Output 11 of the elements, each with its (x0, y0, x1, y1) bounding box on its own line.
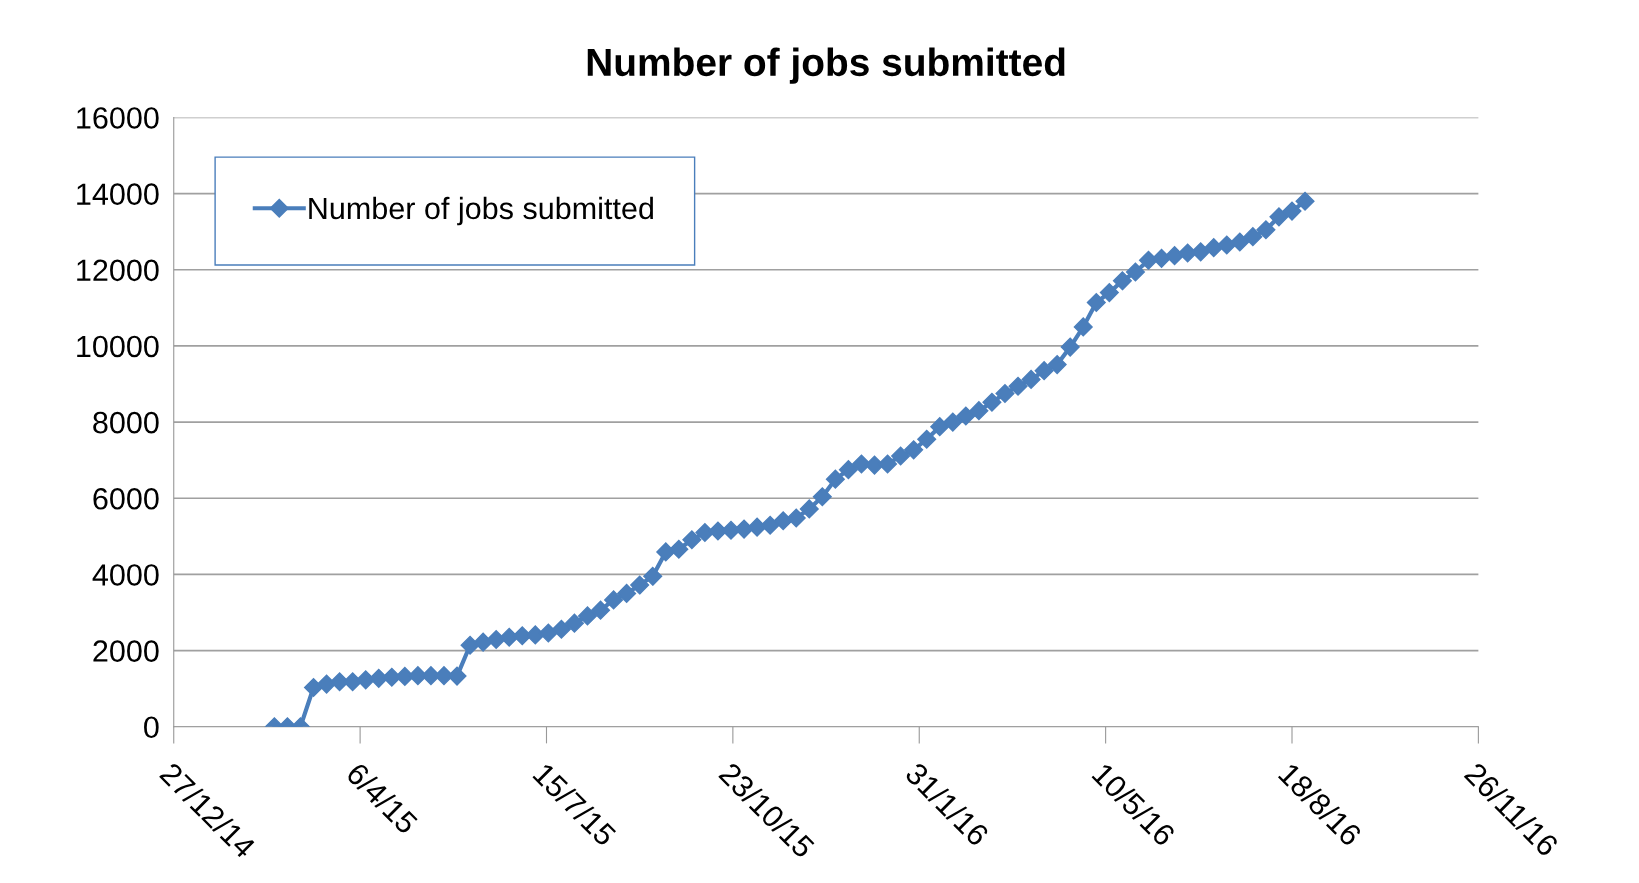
y-tick-label: 8000 (93, 411, 159, 434)
y-tick-label: 2000 (93, 640, 159, 662)
y-tick-label: 0 (144, 716, 159, 739)
y-tick-label: 12000 (77, 259, 159, 282)
y-tick-label: 10000 (77, 335, 159, 358)
y-tick-label: 4000 (92, 564, 159, 586)
legend-label: Number of jobs submitted (309, 196, 653, 226)
chart-title: Number of jobs submitted (587, 47, 1065, 84)
y-tick-label: 14000 (77, 183, 159, 205)
y-tick-label: 16000 (77, 107, 159, 129)
y-tick-label: 6000 (93, 487, 159, 510)
